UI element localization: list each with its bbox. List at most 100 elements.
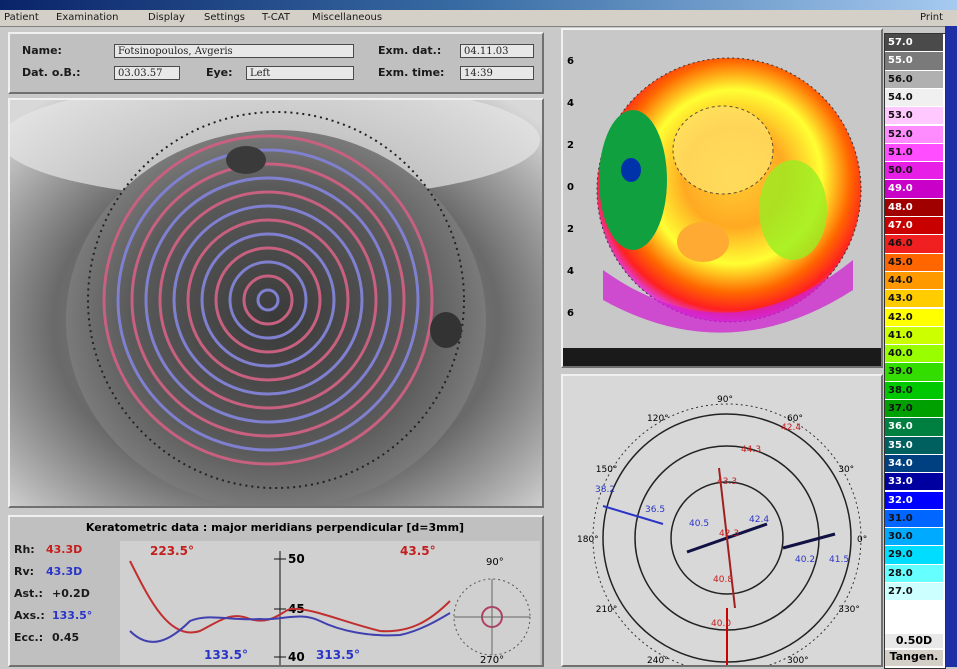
placido-eye-image — [10, 100, 542, 506]
scale-entry: 55.0 — [885, 52, 943, 71]
axs-row: Axs.: 133.5° — [14, 609, 93, 622]
eye-label: Eye: — [206, 66, 233, 79]
name-field[interactable]: Fotsinopoulos, Avgeris — [114, 44, 354, 58]
polar-red-value: 40.8 — [713, 575, 733, 585]
placido-ring — [116, 148, 420, 452]
ecc-value: 0.45 — [52, 631, 80, 644]
polar-angle-label: 90° — [717, 395, 733, 405]
menu-examination[interactable]: Examination — [56, 12, 119, 23]
polar-angle-label: 180° — [577, 535, 599, 545]
scale-entry: 42.0 — [885, 308, 943, 327]
scale-entry: 53.0 — [885, 107, 943, 126]
placido-ring — [256, 288, 280, 312]
polar-angle-label: 210° — [596, 605, 618, 615]
placido-ring — [228, 260, 308, 340]
menu-settings[interactable]: Settings — [204, 12, 246, 23]
tick-50: 50 — [288, 552, 305, 566]
scale-entry: 31.0 — [885, 509, 943, 529]
exam-date-field[interactable]: 04.11.03 — [460, 44, 534, 58]
dob-field[interactable]: 03.03.57 — [114, 66, 180, 80]
polar-angle-label: 0° — [857, 535, 867, 545]
polar-blue-value: 38.2 — [595, 485, 615, 495]
keratometric-title: Keratometric data : major meridians perp… — [85, 521, 465, 534]
window-edge — [945, 26, 957, 667]
scale-entry: 54.0 — [885, 88, 943, 108]
polar-angle-label: 300° — [787, 656, 809, 665]
scale-entry: 32.0 — [885, 491, 943, 510]
topo-y-tick: 4 — [567, 266, 574, 277]
scale-entry: 41.0 — [885, 326, 943, 346]
scale-entry: 52.0 — [885, 125, 943, 144]
exam-time-label: Exm. time: — [378, 66, 445, 79]
color-scale: 57.0 55.0 56.0 54.0 53.0 52.0 51.0 50.0 49.0 48.0… — [884, 33, 946, 669]
label-313-5: 313.5° — [316, 648, 360, 662]
label-223-5: 223.5° — [150, 544, 194, 558]
polar-angle-label: 240° — [647, 656, 669, 665]
scale-step-value: 0.50D — [885, 634, 943, 648]
scale-entry: 43.0 — [885, 290, 943, 309]
rh-value: 43.3D — [46, 543, 83, 556]
mini-angle-270: 270° — [480, 655, 504, 665]
topo-y-tick: 6 — [567, 308, 574, 319]
scale-entry: 51.0 — [885, 143, 943, 163]
scale-entry: 29.0 — [885, 546, 943, 565]
keratometric-panel: Keratometric data : major meridians perp… — [8, 515, 544, 667]
rh-row: Rh: 43.3D — [14, 543, 83, 556]
polar-angle-label: 120° — [647, 414, 669, 424]
mini-axis-dial: 90° 270° — [453, 557, 531, 665]
scale-entry: 30.0 — [885, 528, 943, 547]
topo-y-tick: 4 — [567, 98, 574, 109]
ast-value: +0.2D — [52, 587, 90, 600]
menu-patient[interactable]: Patient — [4, 12, 39, 23]
polar-red-value: 43.3 — [717, 477, 737, 487]
scale-entry: 40.0 — [885, 345, 943, 364]
exam-time-field[interactable]: 14:39 — [460, 66, 534, 80]
scale-entry: 37.0 — [885, 400, 943, 419]
name-label: Name: — [22, 44, 62, 57]
patient-info-panel: Name: Fotsinopoulos, Avgeris Dat. o.B.: … — [8, 32, 544, 94]
polar-angle-label: 30° — [838, 465, 854, 475]
scale-entry: 38.0 — [885, 381, 943, 400]
topo-y-tick: 2 — [567, 224, 574, 235]
scale-entry: 27.0 — [885, 583, 943, 602]
rv-value: 43.3D — [46, 565, 83, 578]
polar-red-value: 44.3 — [741, 445, 761, 455]
scale-entry: 48.0 — [885, 198, 943, 217]
polar-red-value: 42.4 — [781, 423, 801, 433]
polar-red-value: 42.3 — [719, 529, 739, 539]
axis-polar-panel: 90°60°30°0°330°300°270°240°210°180°150°1… — [561, 374, 883, 669]
map-mode-button[interactable]: Tangen. — [885, 650, 943, 666]
eye-image-panel — [8, 98, 544, 508]
mini-angle-90: 90° — [486, 557, 504, 568]
tick-40: 40 — [288, 650, 305, 664]
menu-tcat[interactable]: T-CAT — [262, 12, 290, 23]
scale-entry: 47.0 — [885, 217, 943, 236]
label-133-5: 133.5° — [204, 648, 248, 662]
menu-miscellaneous[interactable]: Miscellaneous — [312, 12, 383, 23]
scale-entry: 46.0 — [885, 235, 943, 254]
topo-y-tick: 2 — [567, 140, 574, 151]
keratometric-graph: 50 45 40 223.5° 43.5° 133.5° 313.5° 90° … — [120, 541, 540, 665]
placido-ring — [144, 176, 392, 424]
window-title-bar — [0, 0, 957, 10]
eye-field[interactable]: Left — [246, 66, 354, 80]
scale-entry: 45.0 — [885, 253, 943, 272]
placido-ring — [200, 232, 336, 368]
scale-entry: 56.0 — [885, 70, 943, 89]
scale-entry: 35.0 — [885, 436, 943, 455]
exam-date-label: Exm. dat.: — [378, 44, 442, 57]
menu-print[interactable]: Print — [919, 12, 943, 23]
placido-ring — [242, 274, 294, 326]
ast-row: Ast.: +0.2D — [14, 587, 90, 600]
ecc-row: Ecc.: 0.45 — [14, 631, 80, 644]
menu-display[interactable]: Display — [148, 12, 185, 23]
scale-entry: 39.0 — [885, 363, 943, 382]
scale-entry: 34.0 — [885, 454, 943, 474]
scale-entry: 28.0 — [885, 564, 943, 583]
dob-label: Dat. o.B.: — [22, 66, 81, 79]
polar-blue-value: 40.5 — [689, 519, 709, 529]
axs-value: 133.5° — [52, 609, 93, 622]
polar-red-value: 40.0 — [711, 619, 731, 629]
